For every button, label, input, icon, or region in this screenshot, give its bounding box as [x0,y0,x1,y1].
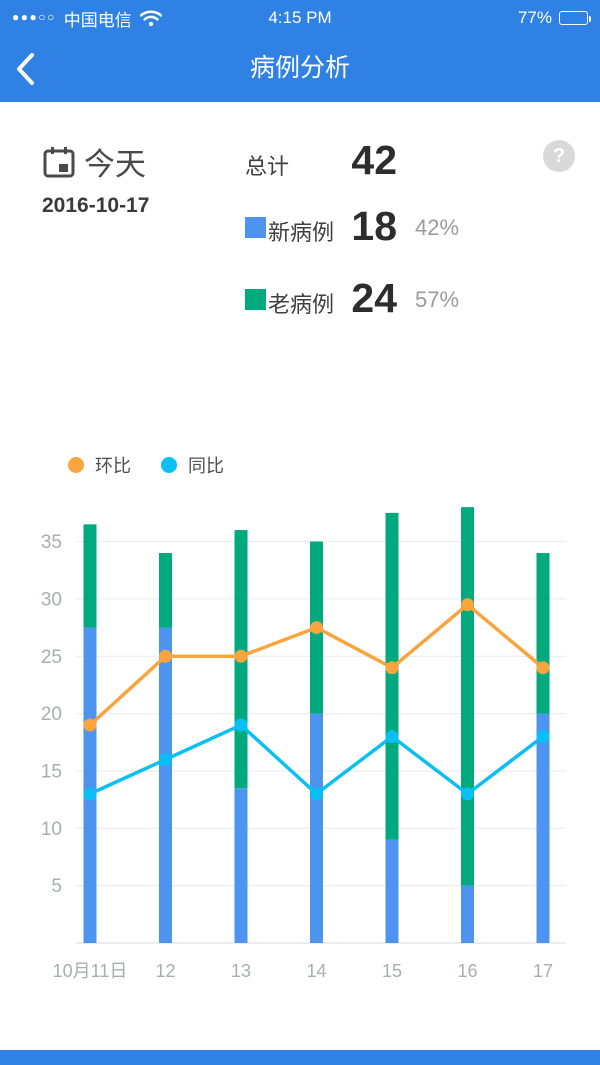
point-yoy[interactable] [461,787,474,801]
bar-new-cases[interactable] [536,713,550,943]
calendar-icon [42,145,76,179]
date-value: 2016-10-17 [42,194,150,217]
x-tick-label: 13 [231,961,251,981]
bottom-bar [0,1050,600,1065]
point-yoy[interactable] [234,718,248,732]
bar-new-cases[interactable] [159,627,172,943]
x-tick-label: 16 [457,961,477,981]
battery-nub [588,15,591,22]
date-selector[interactable]: 今天 2016-10-17 [42,139,149,218]
x-tick-label: 12 [155,961,175,981]
new-cases-row: 新病例 18 42% [245,203,495,249]
chart-legend: 环比 同比 [68,452,224,478]
mom-label: 环比 [95,456,131,476]
battery-icon [559,11,591,25]
y-tick-label: 10 [41,819,62,840]
point-mom[interactable] [310,621,323,635]
bar-new-cases[interactable] [234,788,248,943]
old-cases-swatch [245,289,266,310]
wifi-icon [139,10,162,27]
bar-new-cases[interactable] [461,885,474,943]
total-value: 42 [351,137,397,183]
point-mom[interactable] [83,718,97,732]
total-row: 总计 42 [245,137,495,183]
chart-svg[interactable]: 5 10 15 20 25 30 35 10月11日 12 13 14 15 16 17 [0,480,600,1005]
help-button[interactable]: ? [543,140,575,172]
bar-new-cases[interactable] [310,713,323,943]
point-mom[interactable] [461,598,474,612]
summary-stats: 总计 42 新病例 18 42% 老病例 24 57% [245,133,495,321]
chevron-left-icon [14,52,36,86]
point-yoy[interactable] [385,730,399,744]
yoy-dot-icon [161,457,177,473]
point-yoy[interactable] [310,787,323,801]
point-yoy[interactable] [536,730,550,744]
date-label: 今天 [84,147,146,182]
point-mom[interactable] [159,649,172,663]
new-cases-value: 18 [351,203,397,249]
bar-old-cases[interactable] [385,512,399,840]
new-cases-percent: 42% [415,215,460,240]
y-tick-label: 15 [41,761,62,782]
new-cases-label: 新病例 [268,220,335,245]
page-title: 病例分析 [249,54,350,82]
point-yoy[interactable] [83,787,97,801]
total-label: 总计 [245,154,290,179]
cases-chart[interactable]: 5 10 15 20 25 30 35 10月11日 12 13 14 15 16 17 [0,480,600,1005]
x-tick-label: 15 [382,961,402,981]
y-tick-label: 20 [41,704,62,725]
status-bar: 4:15 PM ●●●○○ 中国电信 77% [0,0,600,36]
y-tick-label: 30 [41,589,62,610]
old-cases-label: 老病例 [268,292,335,317]
nav-header: 病例分析 [0,36,600,102]
back-button[interactable] [14,51,54,87]
y-tick-label: 25 [41,647,62,668]
legend-item-mom[interactable]: 环比 [68,452,131,478]
bar-old-cases[interactable] [159,553,172,628]
point-mom[interactable] [234,649,248,663]
x-tick-label: 17 [533,961,553,981]
bar-new-cases[interactable] [83,627,97,943]
old-cases-percent: 57% [415,287,460,312]
x-tick-label: 10月11日 [53,961,128,981]
bar-old-cases[interactable] [536,553,550,714]
x-tick-label: 14 [306,961,326,981]
bar-old-cases[interactable] [83,524,97,628]
bar-old-cases[interactable] [461,507,474,886]
bar-new-cases[interactable] [385,839,399,943]
signal-strength-icon: ●●●○○ [12,10,56,24]
y-tick-label: 35 [41,532,62,553]
summary-panel: 今天 2016-10-17 总计 42 新病例 18 42% 老病例 24 57… [0,133,600,321]
old-cases-value: 24 [351,275,397,321]
point-yoy[interactable] [159,752,172,766]
legend-item-yoy[interactable]: 同比 [161,452,224,478]
point-mom[interactable] [385,661,399,675]
yoy-label: 同比 [188,456,224,476]
carrier-label: 中国电信 [63,10,132,30]
new-cases-swatch [245,217,266,238]
battery-percent-label: 77% [517,8,552,27]
old-cases-row: 老病例 24 57% [245,275,495,321]
point-mom[interactable] [536,661,550,675]
y-tick-label: 5 [51,876,62,897]
status-time: 4:15 PM [268,8,332,27]
question-mark-icon: ? [552,144,566,167]
mom-dot-icon [68,457,84,473]
